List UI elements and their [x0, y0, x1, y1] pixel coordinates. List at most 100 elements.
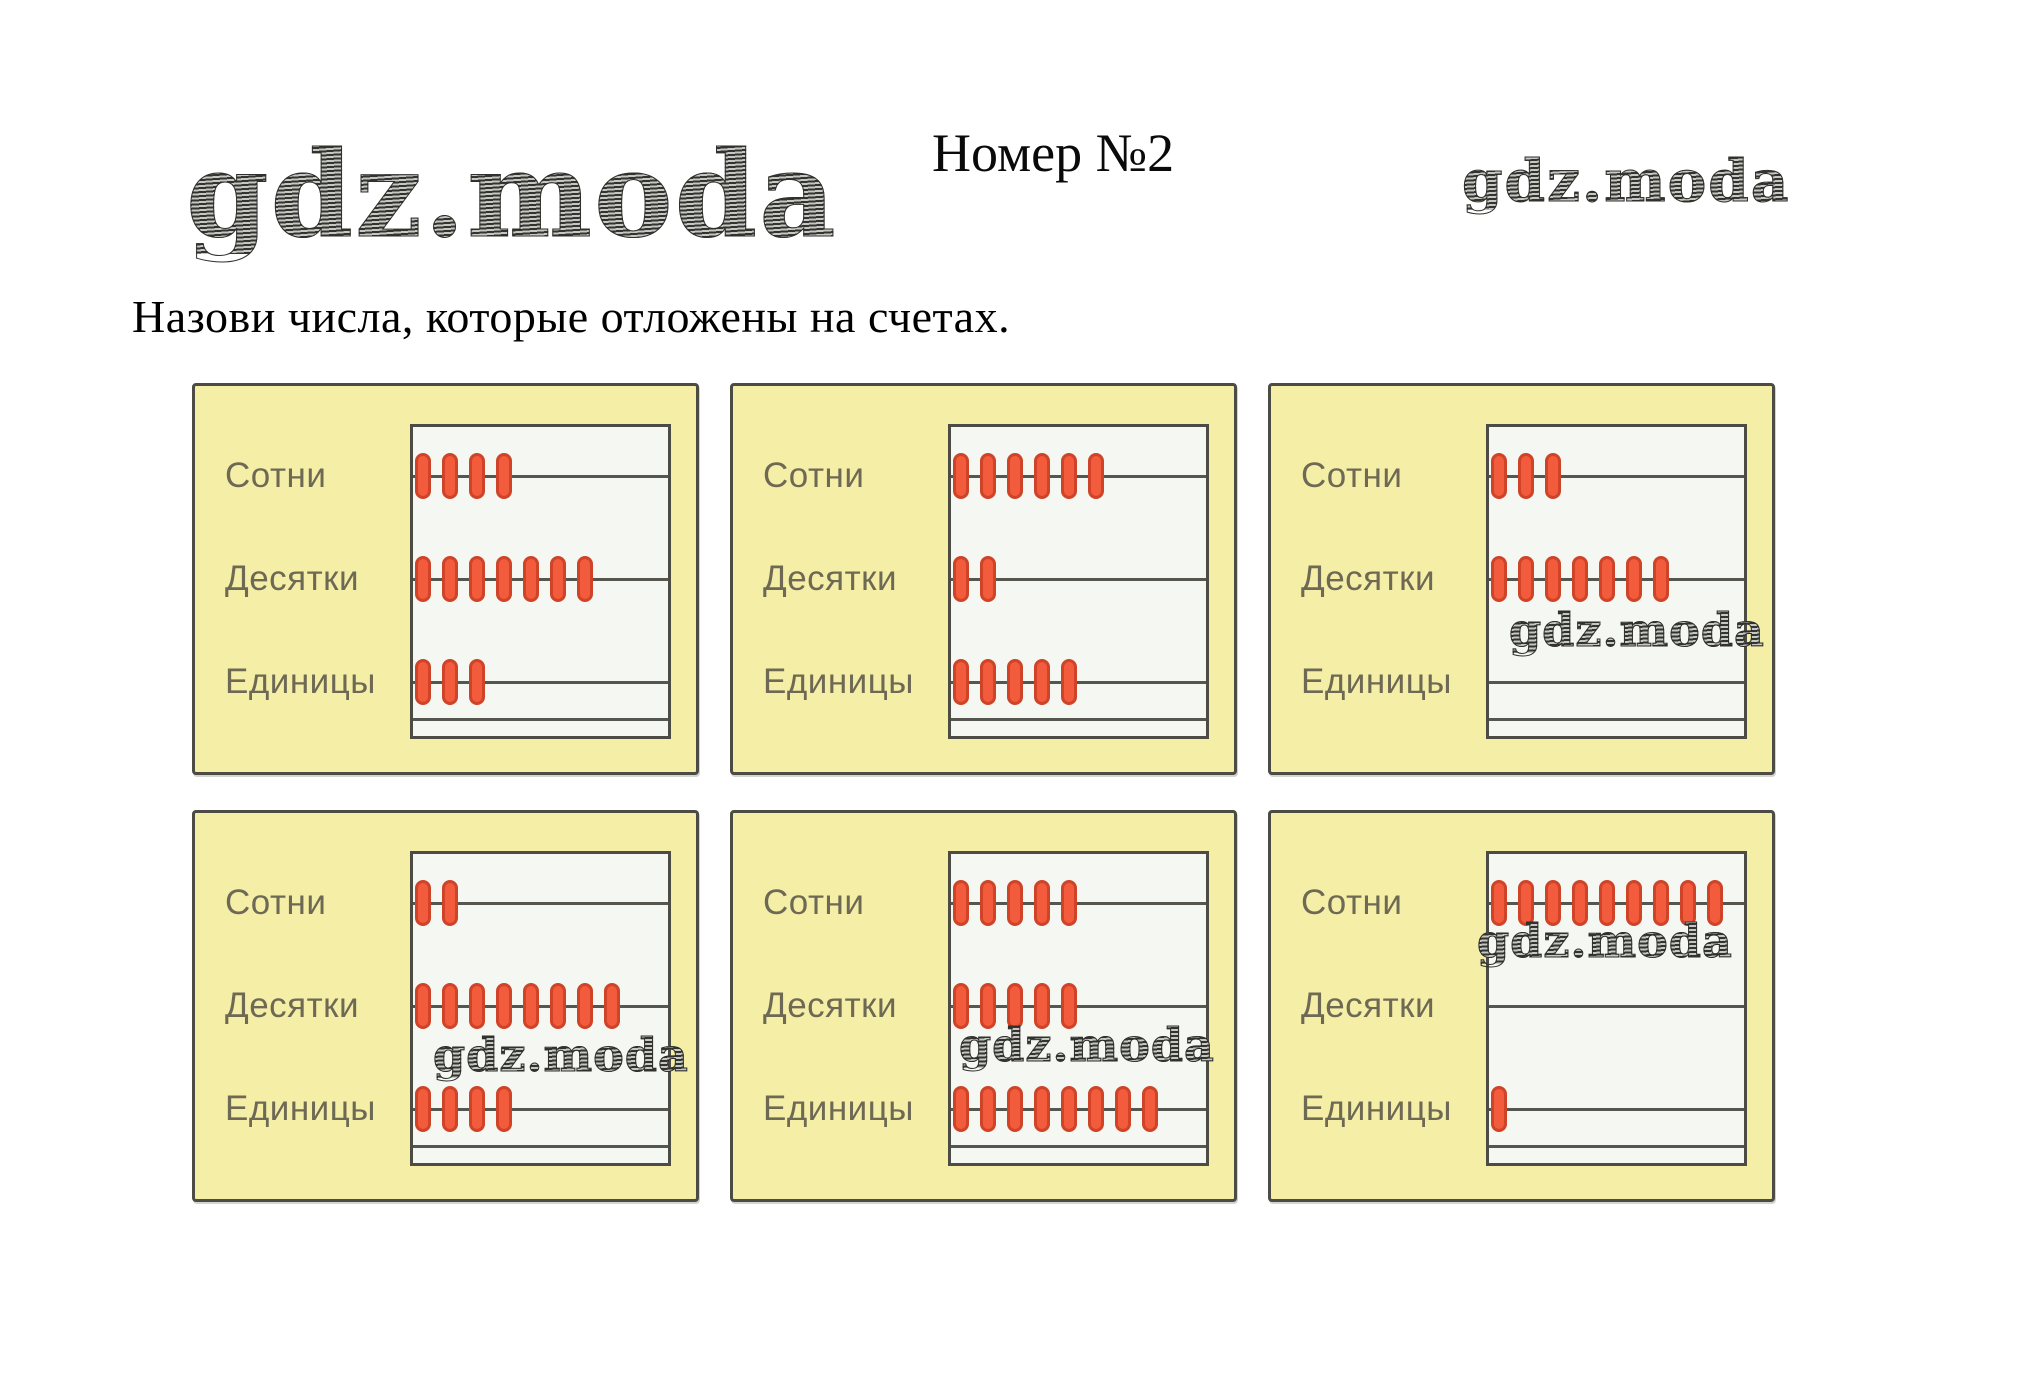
abacus-bead [1491, 1086, 1507, 1132]
beads-hundreds [415, 453, 512, 499]
gdz-moda-logo: gdz.moda [186, 125, 838, 264]
row-label-tens: Десятки [1301, 986, 1436, 1025]
abacus-bead [1653, 556, 1669, 602]
abacus-bead [1034, 1086, 1050, 1132]
wire-hundreds [1489, 475, 1744, 478]
abacus-bead [953, 659, 969, 705]
abacus-bead [980, 1086, 996, 1132]
abacus-bead [442, 659, 458, 705]
abacus-bead [980, 659, 996, 705]
wire-empty [413, 1145, 668, 1148]
abacus-bead [1491, 453, 1507, 499]
wire-tens [1489, 578, 1744, 581]
abacus-bead [523, 556, 539, 602]
watermark-gdz-moda: gdz.moda [1509, 603, 1765, 657]
wire-tens [413, 1005, 668, 1008]
abacus-bead [1115, 1086, 1131, 1132]
abacus-grid: Сотни Десятки Единицы Сотни Десятки Един… [192, 383, 1775, 1202]
abacus-bead [442, 556, 458, 602]
abacus-bead [1007, 453, 1023, 499]
abacus-bead [1680, 880, 1696, 926]
abacus-bead [1491, 880, 1507, 926]
abacus-bead [1061, 659, 1077, 705]
abacus-bead [523, 983, 539, 1029]
abacus-bead [469, 983, 485, 1029]
row-label-hundreds: Сотни [1301, 456, 1403, 495]
wire-tens [1489, 1005, 1744, 1008]
row-label-hundreds: Сотни [763, 883, 865, 922]
abacus-frame: gdz.moda [1477, 851, 1747, 1166]
wire-hundreds [951, 475, 1206, 478]
row-label-tens: Десятки [763, 559, 898, 598]
beads-tens [415, 983, 620, 1029]
abacus-bead [496, 556, 512, 602]
abacus-bead [1491, 556, 1507, 602]
abacus-bead [1545, 453, 1561, 499]
wire-empty [951, 718, 1206, 721]
beads-tens [415, 556, 593, 602]
row-label-units: Единицы [225, 1089, 376, 1128]
abacus-bead [469, 659, 485, 705]
beads-hundreds [953, 453, 1104, 499]
abacus-bead [469, 556, 485, 602]
wire-hundreds [1489, 902, 1744, 905]
abacus-bead [442, 453, 458, 499]
abacus-bead [415, 556, 431, 602]
wire-tens [413, 578, 668, 581]
abacus-bead [953, 453, 969, 499]
wire-tens [951, 578, 1206, 581]
beads-units [953, 1086, 1158, 1132]
abacus-bead [1518, 556, 1534, 602]
abacus-bead [1034, 983, 1050, 1029]
abacus-bead [1653, 880, 1669, 926]
beads-hundreds [1491, 453, 1561, 499]
abacus-bead [469, 1086, 485, 1132]
wire-tens [951, 1005, 1206, 1008]
beads-hundreds [1491, 880, 1723, 926]
abacus-frame [410, 424, 671, 739]
abacus-bead [980, 453, 996, 499]
abacus-bead [1545, 880, 1561, 926]
abacus-bead [577, 983, 593, 1029]
wire-units [951, 1108, 1206, 1111]
abacus-bead [1707, 880, 1723, 926]
abacus-bead [1007, 659, 1023, 705]
abacus-bead [1088, 453, 1104, 499]
beads-tens [953, 556, 996, 602]
abacus-bead [1599, 880, 1615, 926]
row-label-units: Единицы [1301, 1089, 1452, 1128]
abacus-bead [442, 880, 458, 926]
wire-units [413, 681, 668, 684]
beads-hundreds [953, 880, 1077, 926]
abacus-card-6: Сотни Десятки Единицы gdz.moda [1268, 810, 1775, 1202]
row-label-hundreds: Сотни [225, 456, 327, 495]
abacus-card-1: Сотни Десятки Единицы [192, 383, 699, 775]
abacus-bead [604, 983, 620, 1029]
abacus-bead [1626, 880, 1642, 926]
abacus-bead [1088, 1086, 1104, 1132]
abacus-bead [1518, 453, 1534, 499]
watermark-gdz-moda: gdz.moda [433, 1028, 689, 1082]
wire-units [1489, 681, 1744, 684]
gdz-moda-watermark-top-right: gdz.moda [1461, 147, 1791, 215]
abacus-bead [469, 453, 485, 499]
row-label-units: Единицы [1301, 662, 1452, 701]
beads-units [953, 659, 1077, 705]
abacus-bead [1545, 556, 1561, 602]
wire-units [951, 681, 1206, 684]
row-label-tens: Десятки [1301, 559, 1436, 598]
abacus-bead [1061, 880, 1077, 926]
row-label-tens: Десятки [763, 986, 898, 1025]
wire-empty [413, 718, 668, 721]
beads-tens [953, 983, 1077, 1029]
abacus-bead [496, 1086, 512, 1132]
wire-hundreds [951, 902, 1206, 905]
abacus-bead [980, 556, 996, 602]
beads-hundreds [415, 880, 458, 926]
abacus-card-4: Сотни Десятки Единицы gdz.moda [192, 810, 699, 1202]
abacus-bead [1061, 1086, 1077, 1132]
abacus-bead [1572, 556, 1588, 602]
wire-units [413, 1108, 668, 1111]
abacus-bead [980, 983, 996, 1029]
wire-hundreds [413, 475, 668, 478]
